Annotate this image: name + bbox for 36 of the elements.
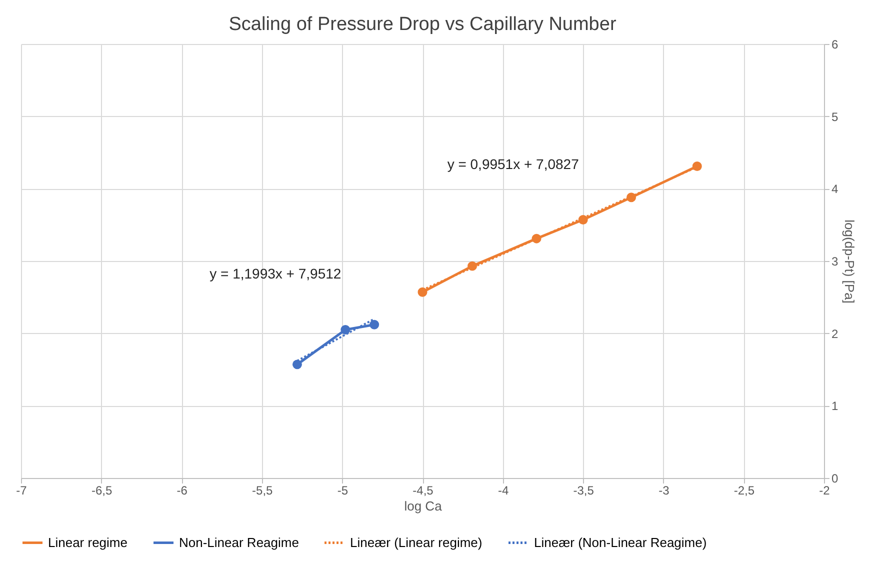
- x-tick-label: -6,5: [91, 484, 112, 498]
- point: [692, 162, 702, 171]
- point: [340, 324, 350, 334]
- x-tick-label: -4,5: [412, 484, 434, 498]
- y-tick-label: 6: [832, 38, 838, 52]
- x-tick-label: -5: [337, 484, 348, 498]
- point: [370, 320, 380, 330]
- annotation: y = 0,9951x + 7,0827: [447, 156, 580, 172]
- point: [292, 360, 302, 370]
- x-tick-label: -3,5: [573, 484, 594, 498]
- x-axis-title: log Ca: [404, 498, 443, 514]
- x-tick-label: -3: [658, 484, 670, 498]
- x-tick-label: -5,5: [252, 484, 274, 498]
- y-tick-label: 1: [832, 399, 838, 414]
- point: [468, 261, 478, 271]
- legend-label: Non-Linear Reagime: [179, 534, 299, 550]
- x-tick-label: -7: [16, 484, 28, 498]
- chart-title: Scaling of Pressure Drop vs Capillary Number: [228, 14, 617, 35]
- y-tick-label: 5: [832, 110, 838, 124]
- point: [418, 287, 428, 297]
- x-tick-label: -2: [819, 484, 830, 498]
- x-tick-label: -2,5: [734, 484, 755, 498]
- y-tick-label: 3: [832, 254, 838, 268]
- y-axis-title: log(dp-Pt) [Pa]: [842, 220, 858, 304]
- point: [532, 234, 542, 244]
- point: [578, 215, 588, 225]
- y-tick-label: 0: [832, 472, 838, 486]
- point: [626, 192, 636, 202]
- x-tick-label: -4: [498, 484, 509, 498]
- legend-label: Linear regime: [48, 534, 128, 550]
- y-tick-label: 4: [832, 182, 838, 196]
- y-tick-label: 2: [832, 326, 838, 341]
- x-tick-label: -6: [176, 484, 188, 498]
- legend-label: Lineær (Linear regime): [350, 534, 482, 550]
- annotation: y = 1,1993x + 7,9512: [210, 266, 342, 282]
- legend-label: Lineær (Non-Linear Reagime): [534, 534, 707, 550]
